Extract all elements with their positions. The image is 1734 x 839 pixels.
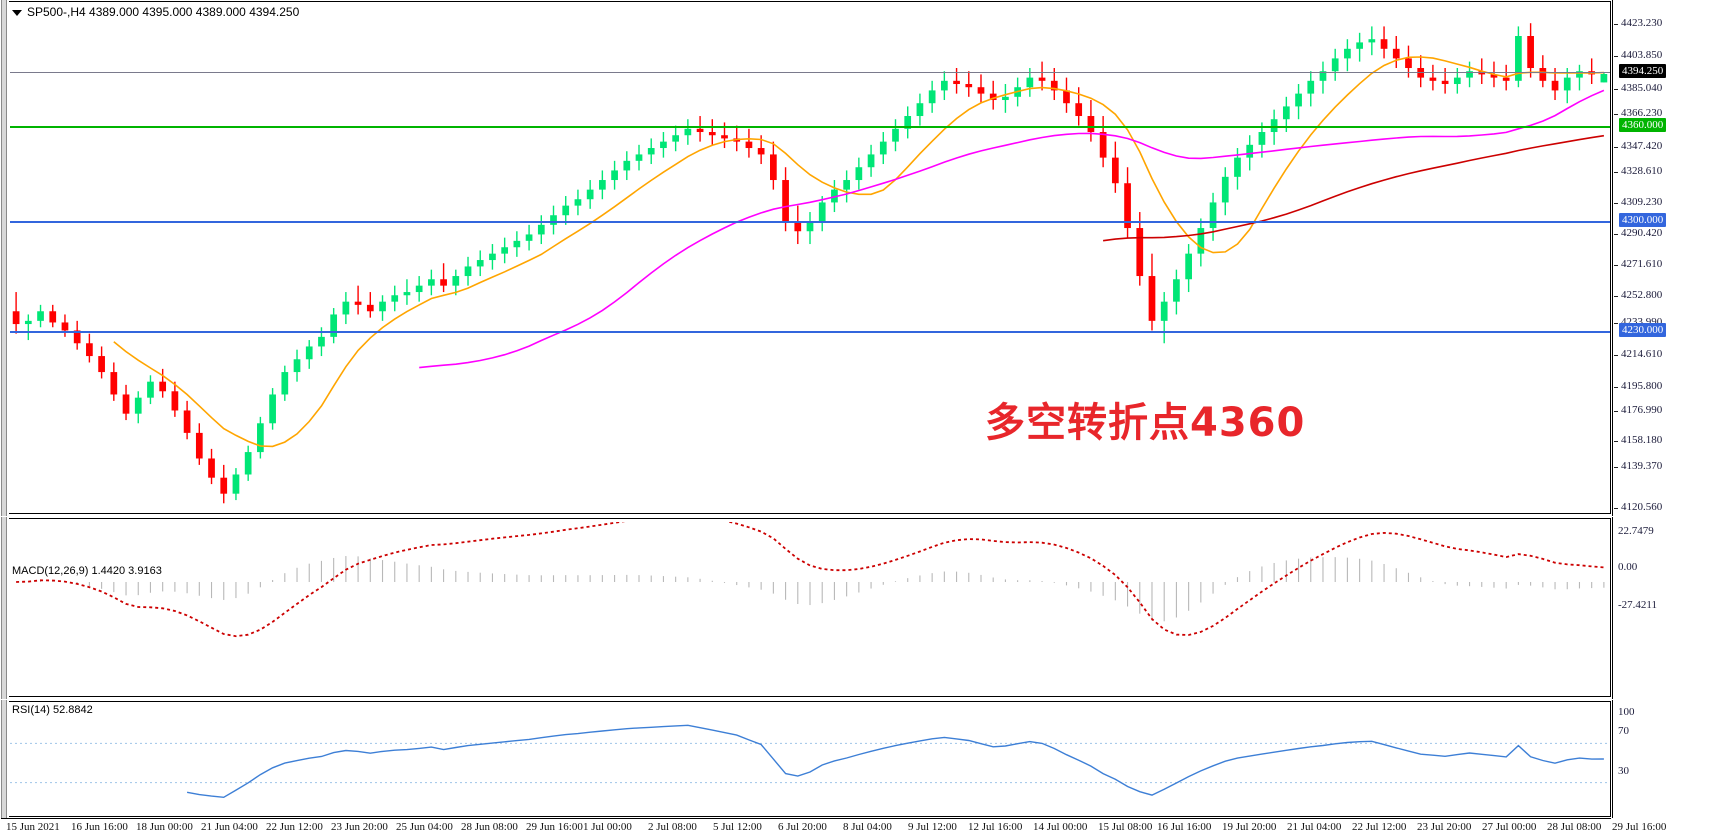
rsi-axis: 100 70 30 <box>1612 700 1732 818</box>
price-axis-label: 4328.610 <box>1621 165 1663 177</box>
rsi-series <box>10 724 1610 799</box>
price-axis-tick <box>1614 355 1618 356</box>
price-axis-label: 4252.800 <box>1621 289 1663 301</box>
price-level-tag[interactable]: 4230.000 <box>1619 323 1667 337</box>
price-axis-tick <box>1614 441 1618 442</box>
price-axis-label: 4309.230 <box>1621 196 1663 208</box>
price-level-tag[interactable]: 4360.000 <box>1619 118 1667 132</box>
price-axis-label: 4158.180 <box>1621 434 1663 446</box>
candlestick-series <box>12 23 1608 504</box>
time-axis-label: 28 Jul 08:00 <box>1547 821 1602 833</box>
price-axis-tick <box>1614 24 1618 25</box>
rsi-axis-separator <box>1612 700 1613 818</box>
time-axis-label: 23 Jul 20:00 <box>1417 821 1472 833</box>
price-axis-separator <box>1612 0 1613 516</box>
time-axis-label: 29 Jul 16:00 <box>1612 821 1667 833</box>
time-axis-label: 6 Jul 20:00 <box>778 821 827 833</box>
price-axis-tick <box>1614 296 1618 297</box>
time-axis-label: 14 Jul 00:00 <box>1033 821 1088 833</box>
time-axis-label: 25 Jun 04:00 <box>396 821 453 833</box>
time-axis-label: 19 Jul 20:00 <box>1222 821 1277 833</box>
price-level-tag[interactable]: 4300.000 <box>1619 213 1667 227</box>
price-axis-tick <box>1614 411 1618 412</box>
macd-axis-label: 0.00 <box>1618 561 1638 573</box>
current-price-tag[interactable]: 4394.250 <box>1619 64 1667 78</box>
rsi-axis-label: 30 <box>1618 765 1629 777</box>
price-axis-label: 4385.040 <box>1621 82 1663 94</box>
macd-label: MACD(12,26,9) 1.4420 3.9163 <box>12 565 162 577</box>
time-axis-label: 2 Jul 08:00 <box>648 821 697 833</box>
price-axis-label: 4290.420 <box>1621 227 1663 239</box>
time-axis-label: 9 Jul 12:00 <box>908 821 957 833</box>
time-axis-label: 27 Jul 00:00 <box>1482 821 1537 833</box>
time-axis-label: 16 Jul 16:00 <box>1157 821 1212 833</box>
price-axis-tick <box>1614 147 1618 148</box>
rsi-panel[interactable]: RSI(14) 52.8842 100 70 30 <box>0 700 1734 818</box>
price-axis-label: 4176.990 <box>1621 404 1663 416</box>
price-axis[interactable]: 4423.230 4403.850 4385.040 4366.230 4347.420… <box>1612 0 1732 516</box>
price-axis-tick <box>1614 508 1618 509</box>
price-axis-label: 4403.850 <box>1621 49 1663 61</box>
price-axis-tick <box>1614 56 1618 57</box>
collapse-caret-icon[interactable] <box>12 9 22 16</box>
time-axis-label: 1 Jul 00:00 <box>583 821 632 833</box>
time-axis-label: 8 Jul 04:00 <box>843 821 892 833</box>
time-axis-label: 12 Jul 16:00 <box>968 821 1023 833</box>
price-axis-tick <box>1614 265 1618 266</box>
rsi-axis-label: 70 <box>1618 725 1629 737</box>
price-axis-tick <box>1614 172 1618 173</box>
macd-panel[interactable]: MACD(12,26,9) 1.4420 3.9163 22.7479 0.00 -… <box>0 517 1734 699</box>
chart-annotation-text: 多空转折点4360 <box>985 400 1306 446</box>
rsi-scroll-handle[interactable] <box>0 700 9 818</box>
price-axis-label: 4120.560 <box>1621 501 1663 513</box>
rsi-label: RSI(14) 52.8842 <box>12 704 93 716</box>
price-axis-label: 4366.230 <box>1621 107 1663 119</box>
price-axis-label: 4347.420 <box>1621 140 1663 152</box>
price-axis-tick <box>1614 114 1618 115</box>
price-chart-panel[interactable]: SP500-,H4 4389.000 4395.000 4389.000 439… <box>0 0 1734 516</box>
price-axis-tick <box>1614 387 1618 388</box>
time-axis-label: 22 Jul 12:00 <box>1352 821 1407 833</box>
time-axis-label: 5 Jul 12:00 <box>713 821 762 833</box>
time-axis-label: 21 Jul 04:00 <box>1287 821 1342 833</box>
macd-axis-label: 22.7479 <box>1618 525 1654 537</box>
price-axis-label: 4139.370 <box>1621 460 1663 472</box>
time-axis-label: 15 Jul 08:00 <box>1098 821 1153 833</box>
price-axis-tick <box>1614 234 1618 235</box>
chart-scroll-handle[interactable] <box>0 0 9 516</box>
macd-series <box>16 522 1605 638</box>
time-axis-label: 23 Jun 20:00 <box>331 821 388 833</box>
macd-axis-separator <box>1612 517 1613 699</box>
time-axis-label: 18 Jun 00:00 <box>136 821 193 833</box>
price-axis-tick <box>1614 89 1618 90</box>
macd-scroll-handle[interactable] <box>0 517 9 699</box>
price-axis-label: 4195.800 <box>1621 380 1663 392</box>
price-axis-label: 4214.610 <box>1621 348 1663 360</box>
time-axis-label: 16 Jun 16:00 <box>71 821 128 833</box>
price-axis-tick <box>1614 203 1618 204</box>
time-axis-label: 22 Jun 12:00 <box>266 821 323 833</box>
time-axis[interactable]: 15 Jun 2021 16 Jun 16:00 18 Jun 00:00 21 Ju… <box>0 818 1734 839</box>
time-axis-rule <box>1 818 1611 819</box>
time-axis-label: 21 Jun 04:00 <box>201 821 258 833</box>
macd-axis-label: -27.4211 <box>1618 599 1658 611</box>
time-axis-label: 28 Jun 08:00 <box>461 821 518 833</box>
symbol-quote-line: SP500-,H4 4389.000 4395.000 4389.000 439… <box>12 5 299 19</box>
price-axis-tick <box>1614 323 1618 324</box>
quote-text: SP500-,H4 4389.000 4395.000 4389.000 439… <box>27 5 300 19</box>
price-axis-label: 4423.230 <box>1621 17 1663 29</box>
price-axis-tick <box>1614 467 1618 468</box>
rsi-axis-label: 100 <box>1618 706 1635 718</box>
price-axis-label: 4271.610 <box>1621 258 1663 270</box>
macd-axis: 22.7479 0.00 -27.4211 <box>1612 517 1732 699</box>
time-axis-label: 15 Jun 2021 <box>6 821 60 833</box>
time-axis-label: 29 Jun 16:00 <box>526 821 583 833</box>
